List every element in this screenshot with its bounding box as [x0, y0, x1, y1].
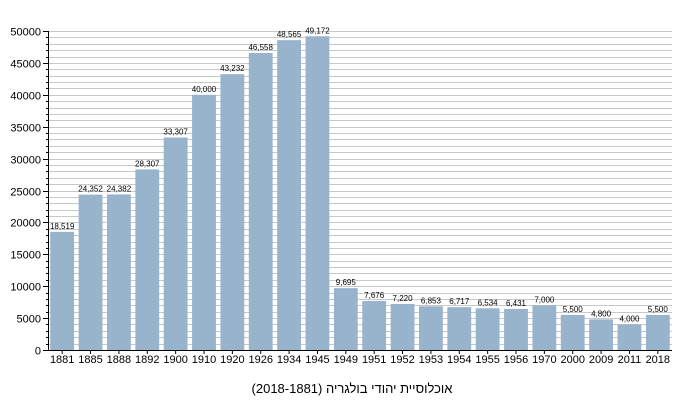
x-tick-label-2011: 2011	[618, 354, 642, 366]
x-tick-label-1955: 1955	[475, 354, 499, 366]
x-tick-label-1954: 1954	[447, 354, 471, 366]
bar-2009	[589, 319, 614, 350]
x-tick-label-1952: 1952	[390, 354, 414, 366]
data-label-2000: 5,500	[563, 305, 584, 314]
x-tick-label-1900: 1900	[163, 354, 187, 366]
y-axis-ticks: 0 5000 10000 15000 20000 25000 30000 35000 40000…	[10, 27, 48, 358]
bar-1956	[504, 308, 528, 350]
data-label-1954: 6,717	[449, 297, 470, 306]
data-labels: 18,519 24,352 24,382 28,307 33,307 40,000 43,2…	[50, 26, 668, 323]
chart-title: אוכלוסיית יהודי בולגריה (2018-1881)	[252, 381, 453, 396]
bar-1949	[333, 288, 358, 350]
data-label-1885: 24,352	[78, 185, 103, 194]
data-label-1953: 6,853	[421, 296, 442, 305]
bar-2011	[617, 324, 642, 350]
bar-1954	[447, 307, 472, 350]
bar-1951	[362, 301, 387, 350]
x-tick-label-1926: 1926	[248, 354, 272, 366]
data-label-2011: 4,000	[619, 314, 640, 323]
x-tick-label-1953: 1953	[419, 354, 443, 366]
x-tick-label-2000: 2000	[560, 354, 584, 366]
data-label-1955: 6,534	[478, 298, 499, 307]
y-tick-label-25000: 25000	[10, 187, 41, 199]
y-tick-label-0: 0	[35, 346, 41, 358]
x-tick-label-1956: 1956	[504, 354, 528, 366]
data-label-1949: 9,695	[336, 278, 357, 287]
data-label-1956: 6,431	[506, 299, 527, 308]
bar-2000	[560, 314, 585, 350]
data-label-1934: 48,565	[277, 30, 302, 39]
bar-2018	[645, 314, 670, 350]
y-tick-label-20000: 20000	[10, 218, 41, 230]
data-label-2018: 5,500	[648, 305, 669, 314]
data-label-1888: 24,382	[107, 184, 132, 193]
x-tick-label-2018: 2018	[646, 354, 670, 366]
x-tick-label-1945: 1945	[305, 354, 329, 366]
data-label-1970: 7,000	[534, 295, 555, 304]
bar-1970	[532, 305, 557, 350]
x-tick-label-1888: 1888	[107, 354, 131, 366]
bar-1945	[305, 36, 330, 350]
bar-1892	[135, 169, 160, 350]
x-tick-label-1885: 1885	[78, 354, 102, 366]
bar-1934	[277, 40, 302, 350]
x-tick-label-1970: 1970	[532, 354, 556, 366]
x-axis-ticks: 1881 1885 1888 1892 1900 1910 1920 1926 1934 1945…	[50, 350, 670, 366]
y-tick-label-50000: 50000	[10, 27, 41, 39]
y-tick-label-5000: 5000	[17, 314, 41, 326]
data-label-1952: 7,220	[393, 294, 414, 303]
data-label-2009: 4,800	[591, 309, 612, 318]
bar-1920	[220, 74, 245, 350]
data-label-1892: 28,307	[135, 159, 160, 168]
y-tick-label-30000: 30000	[10, 155, 41, 167]
bar-1885	[78, 194, 103, 350]
bars	[50, 36, 670, 350]
x-tick-label-2009: 2009	[589, 354, 613, 366]
data-label-1881: 18,519	[50, 222, 75, 231]
x-tick-label-1881: 1881	[50, 354, 74, 366]
bar-1952	[390, 303, 415, 350]
x-tick-label-1934: 1934	[277, 354, 301, 366]
bar-1900	[163, 137, 188, 350]
y-tick-label-40000: 40000	[10, 91, 41, 103]
x-tick-label-1910: 1910	[192, 354, 216, 366]
y-tick-label-15000: 15000	[10, 250, 41, 262]
data-label-1900: 33,307	[163, 128, 188, 137]
bar-1910	[192, 94, 216, 350]
axes	[48, 31, 672, 351]
y-tick-label-10000: 10000	[10, 282, 41, 294]
x-tick-label-1951: 1951	[362, 354, 386, 366]
data-label-1951: 7,676	[364, 291, 385, 300]
x-tick-label-1920: 1920	[220, 354, 244, 366]
data-label-1945: 49,172	[305, 26, 330, 35]
bar-1888	[106, 194, 131, 350]
x-tick-label-1949: 1949	[334, 354, 358, 366]
data-label-1910: 40,000	[192, 85, 217, 94]
bar-1953	[418, 306, 443, 350]
data-label-1926: 46,558	[248, 43, 273, 52]
y-tick-label-35000: 35000	[10, 123, 41, 135]
bar-1926	[248, 52, 273, 350]
bar-1955	[475, 308, 500, 350]
data-label-1920: 43,232	[220, 64, 245, 73]
y-tick-label-45000: 45000	[10, 59, 41, 71]
x-tick-label-1892: 1892	[135, 354, 159, 366]
bar-1881	[50, 231, 75, 350]
